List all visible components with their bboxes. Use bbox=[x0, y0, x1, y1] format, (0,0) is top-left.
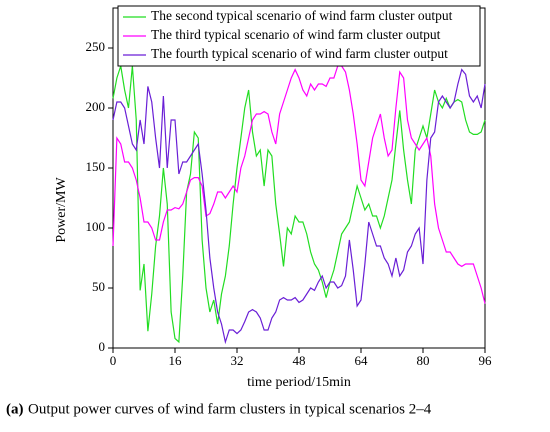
legend-box bbox=[117, 5, 481, 67]
y-tick-label: 150 bbox=[86, 159, 106, 174]
legend-label: The fourth typical scenario of wind farm… bbox=[151, 46, 448, 61]
x-tick-label: 48 bbox=[293, 353, 306, 368]
y-tick-label: 0 bbox=[99, 339, 106, 354]
y-axis-label: Power/MW bbox=[54, 177, 69, 243]
legend-label: The second typical scenario of wind farm… bbox=[151, 8, 453, 23]
caption: Output power curves of wind farm cluster… bbox=[28, 401, 432, 417]
x-tick-label: 96 bbox=[479, 353, 493, 368]
x-tick-label: 80 bbox=[417, 353, 430, 368]
x-tick-label: 16 bbox=[169, 353, 183, 368]
x-tick-label: 0 bbox=[110, 353, 117, 368]
y-tick-label: 200 bbox=[86, 99, 106, 114]
x-tick-label: 64 bbox=[355, 353, 369, 368]
y-tick-label: 250 bbox=[86, 39, 106, 54]
x-tick-label: 32 bbox=[231, 353, 244, 368]
caption-label: (a) bbox=[6, 401, 24, 417]
legend-label: The third typical scenario of wind farm … bbox=[151, 27, 441, 42]
series-line bbox=[112, 65, 486, 304]
y-tick-label: 100 bbox=[86, 219, 106, 234]
x-axis-label: time period/15min bbox=[247, 375, 351, 390]
y-tick-label: 50 bbox=[92, 279, 105, 294]
series-line bbox=[112, 65, 486, 344]
series-line bbox=[112, 68, 486, 345]
